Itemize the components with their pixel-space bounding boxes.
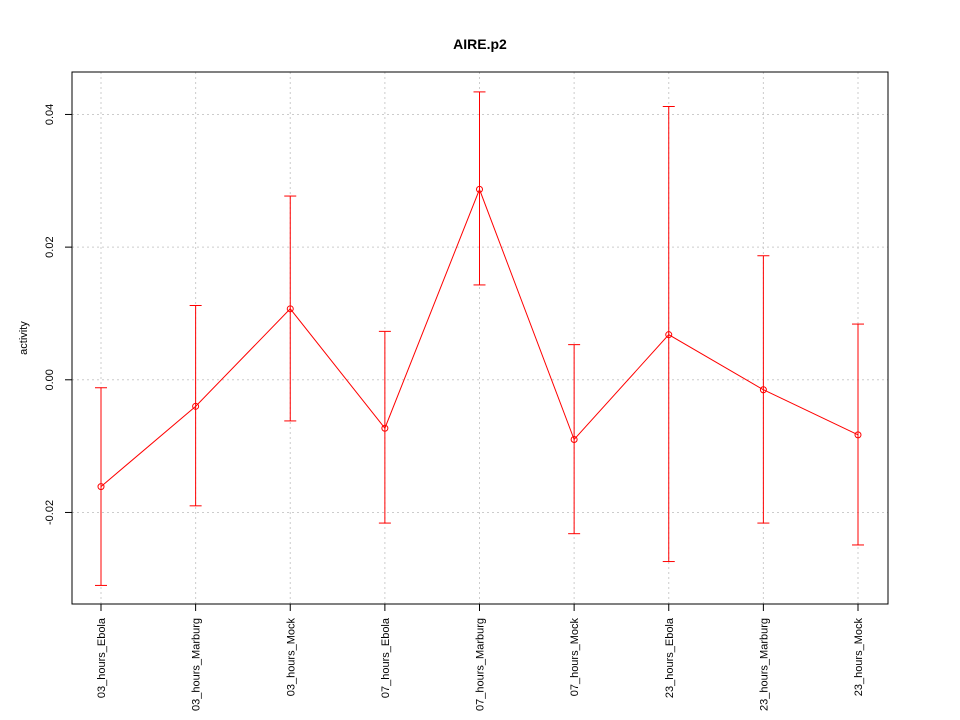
series-line — [100, 188, 859, 487]
data-point — [381, 424, 389, 432]
y-tick-label: -0.02 — [44, 500, 56, 525]
x-tick-label: 23_hours_Ebola — [664, 617, 676, 698]
plot-frame — [71, 71, 889, 605]
x-tick-label: 03_hours_Ebola — [96, 617, 108, 698]
data-point — [570, 435, 578, 443]
x-tick-label: 03_hours_Mock — [285, 618, 297, 697]
data-point — [286, 305, 294, 313]
data-point — [665, 331, 673, 339]
y-tick-label: 0.04 — [44, 104, 56, 125]
y-tick-label: 0.00 — [44, 369, 56, 390]
data-point — [97, 483, 105, 491]
data-point — [192, 402, 200, 410]
x-tick-label: 03_hours_Marburg — [191, 618, 203, 711]
data-point — [476, 185, 483, 193]
x-tick-label: 07_hours_Marburg — [475, 618, 487, 711]
x-tick-label: 23_hours_Marburg — [758, 618, 770, 711]
x-tick-label: 07_hours_Mock — [569, 618, 581, 697]
x-tick-label: 23_hours_Mock — [853, 618, 865, 697]
data-point — [759, 386, 767, 394]
data-point — [854, 431, 862, 439]
axes-layer: -0.02 0.00 0.02 0.04 03_hours_Ebola 03_hours_… — [44, 104, 865, 711]
y-tick-label: 0.02 — [44, 236, 56, 257]
chart-title: AIRE.p2 — [453, 36, 507, 52]
x-tick-label: 07_hours_Ebola — [380, 617, 392, 698]
series-layer — [95, 91, 864, 586]
y-axis-label: activity — [18, 321, 30, 355]
